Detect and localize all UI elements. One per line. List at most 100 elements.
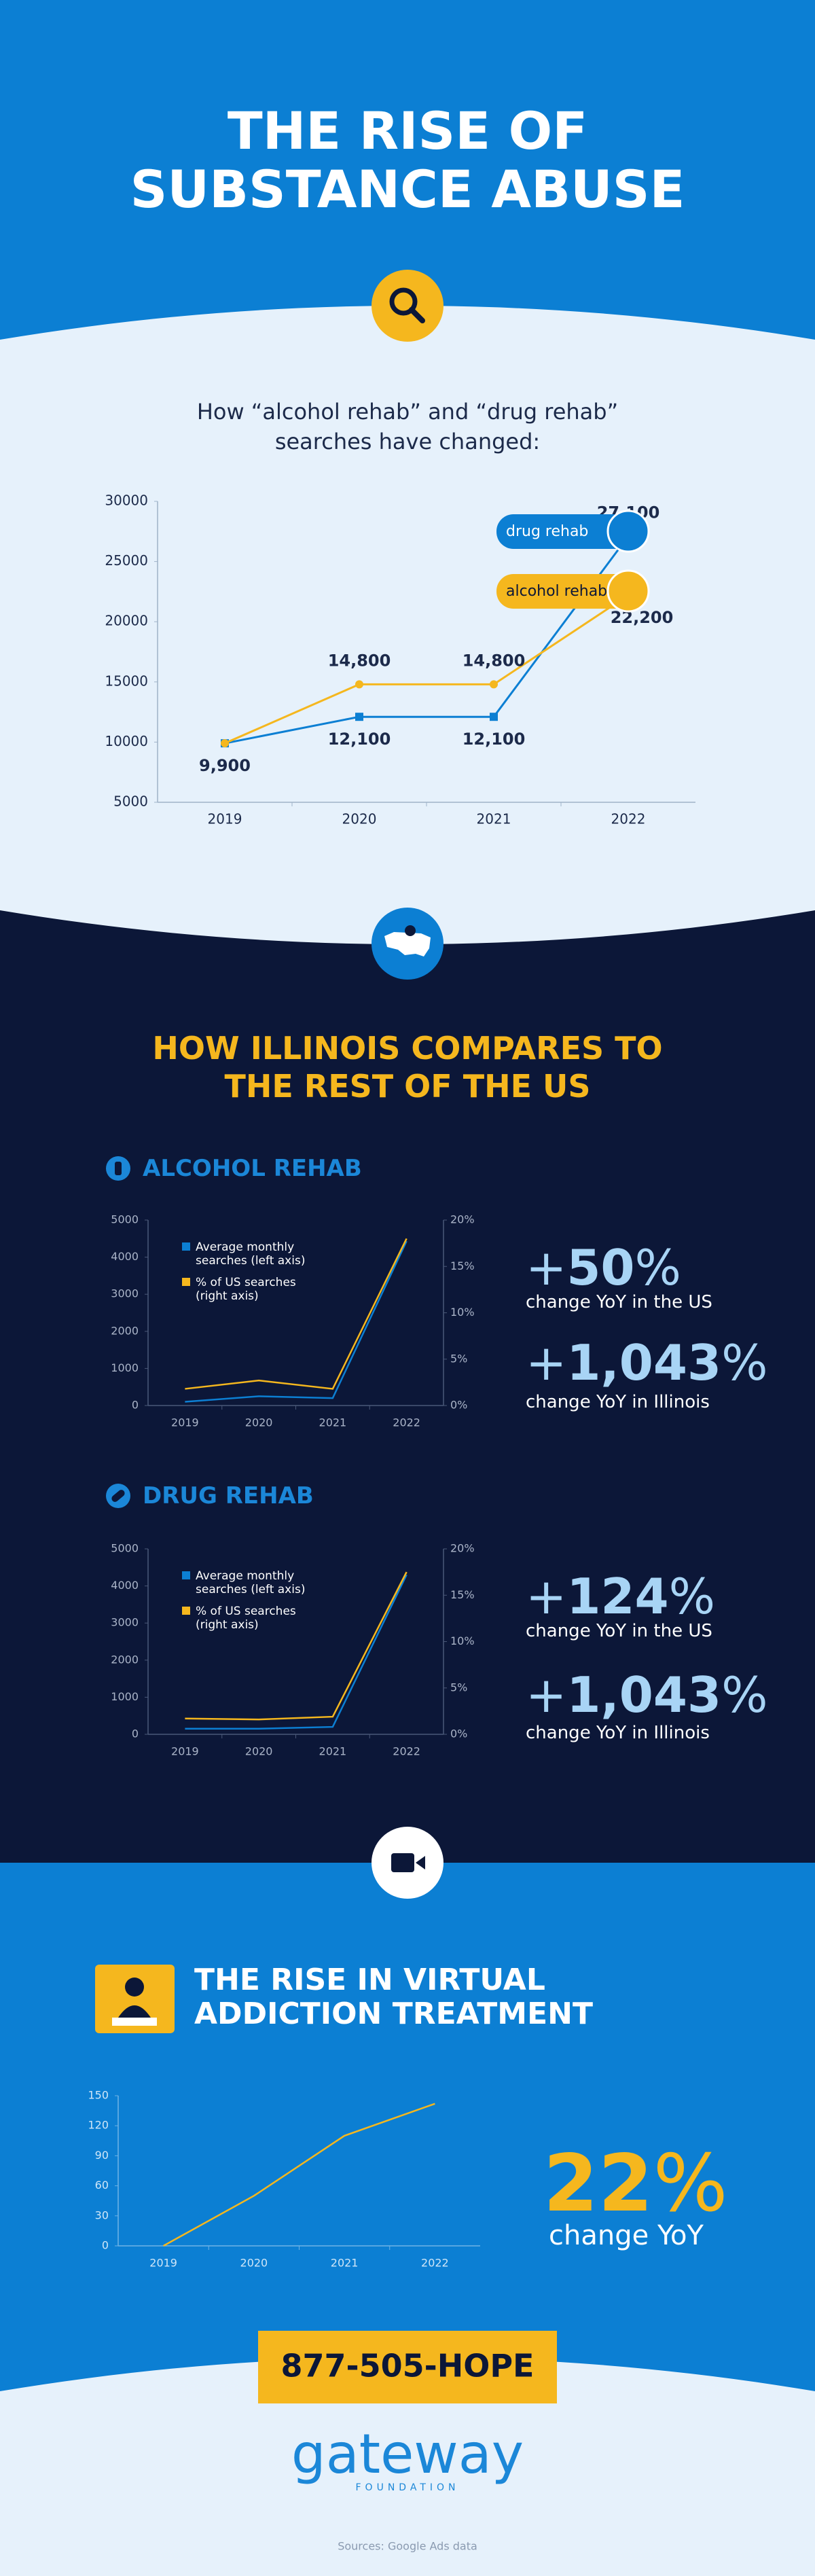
marker — [490, 680, 498, 689]
bottle-icon — [106, 1156, 130, 1181]
legend-label: alcohol rehab — [506, 583, 607, 600]
logo-sub: FOUNDATION — [356, 2482, 460, 2493]
y2-tick-label: 0% — [450, 1728, 467, 1740]
y-tick-label: 5000 — [111, 1542, 139, 1555]
x-tick-label: 2021 — [477, 811, 511, 827]
phone-box — [258, 2331, 557, 2403]
marker — [490, 713, 498, 721]
x-tick-label: 2021 — [319, 1416, 347, 1429]
legend: Average monthly searches (left axis) % of… — [182, 1240, 311, 1311]
y2-tick-label: 5% — [450, 1352, 467, 1365]
data-label: 22,200 — [611, 608, 674, 627]
person-icon — [95, 1965, 175, 2033]
stat: +124% — [526, 1569, 715, 1624]
stat-number: 1,043 — [566, 1666, 722, 1723]
stat-prefix: + — [526, 1568, 567, 1625]
y-tick-label: 3000 — [111, 1287, 139, 1300]
y-tick-label: 20000 — [105, 613, 148, 629]
data-label: 12,100 — [328, 730, 391, 749]
logo: gateway — [291, 2422, 524, 2486]
marker — [355, 680, 363, 689]
legend-swatch — [182, 1278, 190, 1286]
x-tick-label: 2019 — [171, 1745, 199, 1758]
y-tick-label: 25000 — [105, 552, 148, 569]
y-tick-label: 5000 — [113, 793, 148, 810]
y-tick-label: 5000 — [111, 1213, 139, 1226]
y2-tick-label: 20% — [450, 1213, 475, 1226]
legend-icon — [606, 569, 650, 613]
section-title: HOW ILLINOIS COMPARES TO THE REST OF THE… — [152, 1030, 663, 1105]
y-tick-label: 1000 — [111, 1361, 139, 1374]
line-series — [224, 594, 629, 745]
legend-label: drug rehab — [506, 523, 588, 540]
line-series — [163, 2103, 435, 2247]
x-tick-label: 2022 — [611, 811, 646, 827]
legend-label: % of US searches (right axis) — [196, 1605, 296, 1632]
legend-label: % of US searches (right axis) — [196, 1276, 296, 1303]
stat-suffix: % — [634, 1239, 681, 1296]
x-tick-label: 2020 — [240, 2257, 268, 2270]
legend-icon — [606, 509, 650, 553]
y-tick-label: 4000 — [111, 1579, 139, 1592]
legend-item: Average monthly searches (left axis) — [182, 1569, 311, 1596]
header-band — [0, 0, 815, 340]
data-label: 12,100 — [463, 730, 526, 749]
stat-number: 1,043 — [566, 1334, 722, 1391]
y-tick-label: 0 — [132, 1399, 139, 1412]
x-tick-label: 2022 — [393, 1416, 420, 1429]
y-tick-label: 3000 — [111, 1616, 139, 1629]
x-tick-label: 2019 — [208, 811, 242, 827]
y-tick-label: 1000 — [111, 1690, 139, 1703]
video-icon — [372, 1827, 443, 1899]
footer-band — [0, 2357, 815, 2576]
legend-swatch — [182, 1571, 190, 1579]
main-title: THE RISE OF SUBSTANCE ABUSE — [130, 101, 685, 219]
stat-number: 124 — [566, 1568, 669, 1625]
x-tick-label: 2021 — [331, 2257, 359, 2270]
y2-tick-label: 5% — [450, 1681, 467, 1694]
y-tick-label: 30000 — [105, 493, 148, 509]
legend-item: % of US searches (right axis) — [182, 1605, 311, 1632]
legend: Average monthly searches (left axis) % of… — [182, 1569, 311, 1640]
legend-item: Average monthly searches (left axis) — [182, 1240, 311, 1268]
y2-tick-label: 15% — [450, 1259, 475, 1272]
x-tick-label: 2021 — [319, 1745, 347, 1758]
y-tick-label: 150 — [88, 2089, 109, 2102]
stat-label: change YoY in the US — [526, 1621, 712, 1641]
phone: 877-505-HOPE — [281, 2348, 535, 2384]
marker — [355, 713, 363, 721]
x-tick-label: 2020 — [342, 811, 377, 827]
legend-swatch — [182, 1607, 190, 1615]
y-tick-label: 15000 — [105, 673, 148, 689]
y-tick-label: 10000 — [105, 733, 148, 749]
line-series — [185, 1574, 408, 1730]
stat: +1,043% — [526, 1336, 768, 1390]
sources: Sources: Google Ads data — [338, 2540, 477, 2553]
line-series — [185, 1240, 408, 1403]
stat-suffix: % — [668, 1568, 716, 1625]
stat-suffix: % — [721, 1666, 768, 1723]
search-icon — [372, 270, 443, 342]
y-tick-label: 0 — [102, 2239, 109, 2252]
stat-label: change YoY in Illinois — [526, 1723, 710, 1743]
stat-label: change YoY in the US — [526, 1292, 712, 1312]
stat-suffix: % — [653, 2138, 728, 2230]
stat-suffix: % — [721, 1334, 768, 1391]
y-tick-label: 0 — [132, 1728, 139, 1740]
y-tick-label: 4000 — [111, 1250, 139, 1263]
chart-title: ALCOHOL REHAB — [143, 1155, 362, 1182]
stat-prefix: + — [526, 1666, 567, 1723]
map-icon — [372, 908, 443, 980]
legend-label: Average monthly searches (left axis) — [196, 1240, 306, 1268]
dark-band — [0, 910, 815, 1865]
y2-tick-label: 10% — [450, 1634, 475, 1647]
x-tick-label: 2022 — [393, 1745, 420, 1758]
stat-label: change YoY in Illinois — [526, 1392, 710, 1412]
data-label: 14,800 — [463, 651, 526, 670]
stat: 22% — [543, 2140, 728, 2228]
chart-title: DRUG REHAB — [143, 1482, 314, 1509]
y-tick-label: 30 — [95, 2208, 109, 2221]
stat-prefix: + — [526, 1334, 567, 1391]
